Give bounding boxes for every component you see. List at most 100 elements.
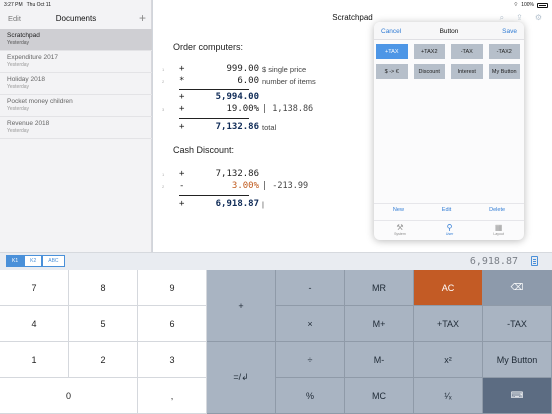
status-bar: 3:27 PM Thu Oct 11 ⌔ 100% bbox=[0, 0, 552, 10]
tab-user[interactable]: ⚲ User bbox=[446, 221, 453, 240]
custom-button-plus-tax[interactable]: +TAX bbox=[376, 44, 408, 59]
sum-rule bbox=[179, 195, 249, 196]
key-all-clear[interactable]: AC bbox=[414, 270, 483, 306]
edit-button[interactable]: Edit bbox=[8, 14, 21, 23]
line-number: 1 bbox=[162, 172, 165, 177]
text-cursor: | bbox=[262, 200, 264, 209]
key-5[interactable]: 5 bbox=[69, 306, 138, 342]
document-item-pocket-money[interactable]: Pocket money children Yesterday bbox=[0, 95, 152, 117]
key-4[interactable]: 4 bbox=[0, 306, 69, 342]
backspace-icon[interactable]: ⌫ bbox=[483, 270, 552, 306]
key-1[interactable]: 1 bbox=[0, 342, 69, 378]
key-plus-tax[interactable]: +TAX bbox=[414, 306, 483, 342]
battery-icon bbox=[537, 2, 548, 8]
key-minus-tax[interactable]: -TAX bbox=[483, 306, 552, 342]
line-operator: + bbox=[179, 104, 185, 114]
key-0[interactable]: 0 bbox=[0, 378, 138, 414]
sheet-heading: Order computers: bbox=[173, 42, 244, 52]
document-date: Yesterday bbox=[7, 128, 30, 134]
sheet-line[interactable]: 2 * 6.00 number of items bbox=[162, 76, 433, 88]
line-comment: | -213.99 bbox=[262, 181, 309, 191]
edit-custom-button[interactable]: Edit bbox=[441, 207, 452, 213]
custom-button-discount[interactable]: Discount bbox=[413, 64, 445, 79]
new-button[interactable]: New bbox=[392, 207, 404, 213]
key-memory-clear[interactable]: MC bbox=[345, 378, 414, 414]
status-time: 3:27 PM bbox=[4, 2, 23, 8]
sheet-line[interactable]: 1 + 999.00 $ single price bbox=[162, 64, 433, 76]
key-equals[interactable]: =/↲ bbox=[207, 342, 276, 414]
key-memory-plus[interactable]: M+ bbox=[345, 306, 414, 342]
sheet-line[interactable]: 2 - 3.00% | -213.99 bbox=[162, 181, 433, 193]
custom-button-my-button[interactable]: My Button bbox=[488, 64, 520, 79]
document-item-expenditure-2017[interactable]: Expenditure 2017 Yesterday bbox=[0, 51, 152, 73]
key-6[interactable]: 6 bbox=[138, 306, 207, 342]
key-reciprocal[interactable]: ¹⁄ₓ bbox=[414, 378, 483, 414]
search-icon[interactable]: ⌕ bbox=[499, 13, 505, 22]
status-date: Thu Oct 11 bbox=[26, 2, 51, 8]
line-comment: $ single price bbox=[262, 65, 307, 74]
key-divide[interactable]: ÷ bbox=[276, 342, 345, 378]
register-abc[interactable]: ABC bbox=[42, 255, 65, 267]
popover-actions: New Edit Delete bbox=[374, 203, 524, 215]
key-percent[interactable]: % bbox=[276, 378, 345, 414]
line-comment: total bbox=[262, 123, 277, 132]
custom-button-plus-tax2[interactable]: +TAX2 bbox=[413, 44, 445, 59]
document-item-scratchpad[interactable]: Scratchpad Yesterday bbox=[0, 29, 152, 51]
save-button[interactable]: Save bbox=[502, 28, 517, 35]
sheet-line[interactable]: 3 + 19.00% | 1,138.86 bbox=[162, 104, 433, 116]
line-value: 6.00 bbox=[237, 76, 259, 86]
register-k2[interactable]: K2 bbox=[24, 255, 43, 267]
document-date: Yesterday bbox=[7, 106, 30, 112]
tab-label: System bbox=[394, 232, 406, 236]
line-operator: - bbox=[179, 181, 185, 191]
line-number: 3 bbox=[162, 107, 165, 112]
custom-button-minus-tax2[interactable]: -TAX2 bbox=[488, 44, 520, 59]
sheet-line[interactable]: + 5,994.00 bbox=[173, 89, 433, 104]
document-date: Yesterday bbox=[7, 62, 30, 68]
popover-header: Cancel Button Save bbox=[374, 22, 524, 40]
tab-system[interactable]: ⚒ System bbox=[394, 221, 406, 240]
document-date: Yesterday bbox=[7, 84, 30, 90]
document-item-revenue-2018[interactable]: Revenue 2018 Yesterday bbox=[0, 117, 152, 139]
document-item-holiday-2018[interactable]: Holiday 2018 Yesterday bbox=[0, 73, 152, 95]
line-comment: | 1,138.86 bbox=[262, 104, 314, 114]
key-9[interactable]: 9 bbox=[138, 270, 207, 306]
key-3[interactable]: 3 bbox=[138, 342, 207, 378]
delete-button[interactable]: Delete bbox=[489, 207, 506, 213]
cancel-button[interactable]: Cancel bbox=[381, 28, 402, 35]
result-bar: K1 K2 ABC 6,918.87 bbox=[0, 252, 552, 270]
sheet-line[interactable]: + 7,132.86 total bbox=[173, 118, 433, 134]
sheet-content[interactable]: Order computers: 1 + 999.00 $ single pri… bbox=[162, 42, 433, 211]
key-square[interactable]: x² bbox=[414, 342, 483, 378]
key-decimal[interactable]: , bbox=[138, 378, 207, 414]
line-number: 2 bbox=[162, 79, 165, 84]
user-icon: ⚲ bbox=[446, 223, 453, 232]
key-2[interactable]: 2 bbox=[69, 342, 138, 378]
settings-icon[interactable]: ⚙ bbox=[534, 13, 542, 22]
key-multiply[interactable]: × bbox=[276, 306, 345, 342]
line-operator: + bbox=[179, 92, 185, 102]
key-memory-recall[interactable]: MR bbox=[345, 270, 414, 306]
custom-button-interest[interactable]: Interest bbox=[451, 64, 483, 79]
line-value: 7,132.86 bbox=[215, 122, 259, 132]
key-8[interactable]: 8 bbox=[69, 270, 138, 306]
tab-layout[interactable]: ▦ Layout bbox=[493, 221, 504, 240]
sheet-line[interactable]: 1 + 7,132.86 bbox=[162, 169, 433, 181]
key-memory-minus[interactable]: M- bbox=[345, 342, 414, 378]
line-value: 3.00% bbox=[231, 181, 259, 191]
keyboard-icon[interactable]: ⌨ bbox=[483, 378, 552, 414]
add-document-button[interactable]: + bbox=[138, 11, 146, 25]
key-minus[interactable]: - bbox=[276, 270, 345, 306]
copy-icon[interactable] bbox=[531, 256, 538, 266]
line-operator: + bbox=[179, 169, 185, 179]
line-value: 999.00 bbox=[226, 64, 259, 74]
custom-button-minus-tax[interactable]: -TAX bbox=[451, 44, 483, 59]
register-k1[interactable]: K1 bbox=[6, 255, 25, 267]
key-7[interactable]: 7 bbox=[0, 270, 69, 306]
key-my-button[interactable]: My Button bbox=[483, 342, 552, 378]
custom-button-currency[interactable]: $ -> € bbox=[376, 64, 408, 79]
document-name: Scratchpad bbox=[7, 32, 40, 39]
key-plus[interactable]: + bbox=[207, 270, 276, 342]
sheet-line[interactable]: + 6,918.87 | bbox=[173, 195, 433, 211]
share-icon[interactable]: ⇪ bbox=[516, 13, 523, 22]
